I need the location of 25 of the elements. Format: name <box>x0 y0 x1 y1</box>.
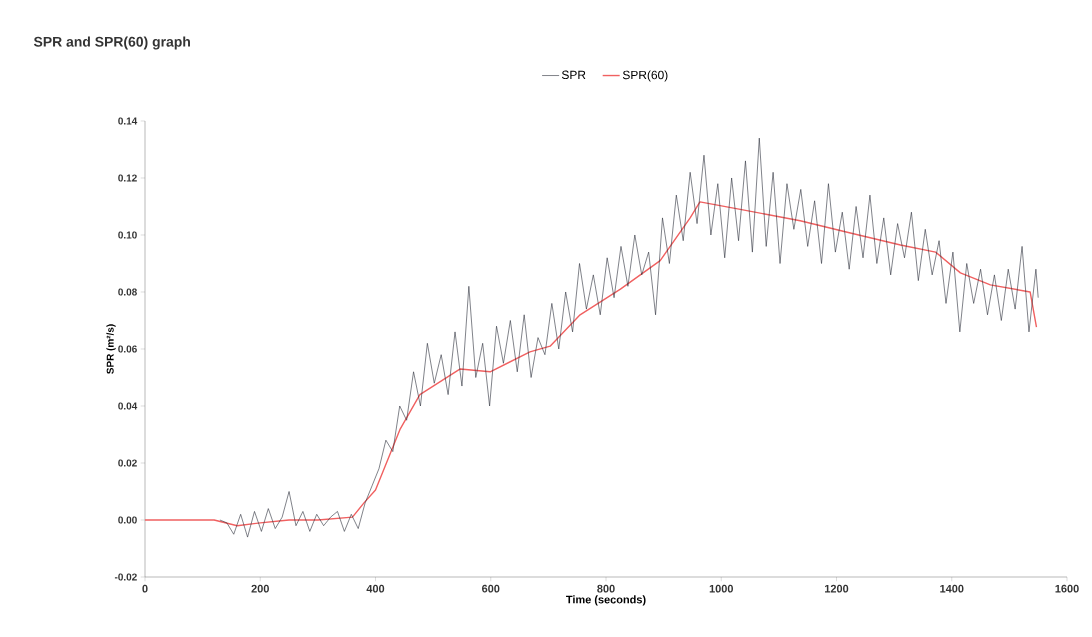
line-series <box>219 137 1039 538</box>
x-tick-label: 1200 <box>825 584 849 593</box>
x-tick-label: 1600 <box>1055 584 1079 593</box>
x-tick-label: 400 <box>366 584 385 593</box>
chart-title: SPR and SPR(60) graph <box>33 36 190 50</box>
x-tick-label: 600 <box>482 584 500 593</box>
x-tick-label: 1400 <box>940 584 964 593</box>
y-tick-label: 0.12 <box>118 174 137 182</box>
legend-label: SPR(60) <box>622 70 668 82</box>
y-tick-label: -0.02 <box>114 573 137 581</box>
y-axis-title: SPR (m²/s) <box>106 324 116 374</box>
y-tick-label: 0.08 <box>118 288 137 296</box>
y-tick-label: 0.14 <box>118 117 138 125</box>
y-tick-label: 0.04 <box>118 402 138 410</box>
y-tick-label: 0.10 <box>118 231 137 239</box>
x-tick-label: 1000 <box>709 584 733 593</box>
y-tick-label: 0.06 <box>118 345 137 353</box>
y-tick-label: 0.02 <box>118 459 137 467</box>
x-axis-title: Time (seconds) <box>566 595 646 606</box>
y-tick-label: 0.00 <box>118 516 137 524</box>
x-tick-label: 200 <box>251 584 269 593</box>
x-tick-label: 0 <box>142 584 148 593</box>
x-tick-label: 800 <box>597 584 615 593</box>
line-series <box>144 201 1038 527</box>
legend-label: SPR <box>561 70 586 80</box>
